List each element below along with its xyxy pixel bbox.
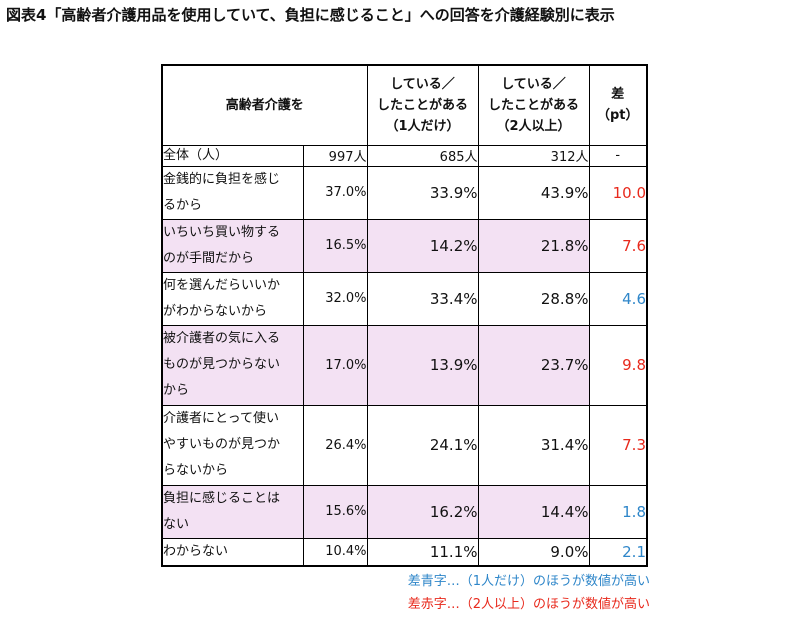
- row-diff: 4.6: [588, 271, 648, 326]
- header-one-person-line1: している／: [390, 76, 455, 92]
- row-all: 10.4%: [302, 537, 368, 566]
- row-all: 17.0%: [302, 324, 368, 406]
- header-label: 高齢者介護を: [161, 64, 368, 146]
- row-label: 負担に感じることは ない: [161, 484, 304, 539]
- total-row: 全体（人） 997人 685人 312人 -: [161, 144, 648, 167]
- row-one-person: 24.1%: [366, 404, 479, 486]
- row-diff: 2.1: [588, 537, 648, 566]
- row-all: 26.4%: [302, 404, 368, 486]
- total-one-person: 685人: [366, 144, 479, 167]
- header-two-plus-line2: したことがある: [487, 97, 579, 113]
- row-label: 何を選んだらいいか がわからないから: [161, 271, 304, 326]
- row-two-plus: 43.9%: [477, 165, 590, 220]
- table-row: 何を選んだらいいか がわからないから 32.0% 33.4% 28.8% 4.6: [161, 271, 648, 326]
- header-one-person-line2: したことがある: [376, 97, 468, 113]
- row-one-person: 14.2%: [366, 218, 479, 273]
- header-row: 高齢者介護を している／ したことがある （1人だけ） している／ したことがあ…: [161, 64, 648, 146]
- row-label: 金銭的に負担を感じ るから: [161, 165, 304, 220]
- header-one-person-line3: （1人だけ）: [385, 118, 460, 134]
- row-label-line: ものが見つからない: [163, 357, 281, 372]
- row-diff: 9.8: [588, 324, 648, 406]
- table-row: 負担に感じることは ない 15.6% 16.2% 14.4% 1.8: [161, 484, 648, 539]
- row-one-person: 33.9%: [366, 165, 479, 220]
- row-label-line: 負担に感じることは: [163, 490, 281, 506]
- table-row: 被介護者の気に入る ものが見つからない から 17.0% 13.9% 23.7% 9…: [161, 324, 648, 406]
- table-row: 介護者にとって使い やすいものが見つか らないから 26.4% 24.1% 31.4…: [161, 404, 648, 486]
- header-one-person: している／ したことがある （1人だけ）: [366, 64, 479, 146]
- row-label: いちいち買い物する のが手間だから: [161, 218, 304, 273]
- header-diff: 差 （pt）: [588, 64, 648, 146]
- row-one-person: 16.2%: [366, 484, 479, 539]
- row-diff: 7.3: [588, 404, 648, 486]
- row-one-person: 33.4%: [366, 271, 479, 326]
- legend-note-red: 差赤字…（2人以上）のほうが数値が高い: [407, 597, 650, 612]
- row-label-line: わからない: [163, 543, 229, 559]
- row-label-line: がわからないから: [163, 303, 268, 319]
- total-diff: -: [588, 144, 648, 167]
- row-label-line: のが手間だから: [163, 250, 255, 266]
- row-two-plus: 31.4%: [477, 404, 590, 486]
- header-two-plus: している／ したことがある （2人以上）: [477, 64, 590, 146]
- row-label-line: 介護者にとって使い: [163, 411, 279, 426]
- row-label-line: 被介護者の気に入る: [163, 331, 281, 346]
- row-two-plus: 23.7%: [477, 324, 590, 406]
- header-diff-line2: （pt）: [596, 108, 639, 124]
- total-two-plus: 312人: [477, 144, 590, 167]
- header-two-plus-line1: している／: [501, 76, 566, 92]
- header-two-plus-line3: （2人以上）: [496, 118, 571, 134]
- row-label-line: らないから: [163, 463, 229, 478]
- row-label-line: ない: [163, 516, 190, 532]
- row-label-line: 金銭的に負担を感じ: [163, 171, 281, 187]
- header-diff-line1: 差: [611, 87, 625, 103]
- row-one-person: 13.9%: [366, 324, 479, 406]
- row-all: 37.0%: [302, 165, 368, 220]
- total-label: 全体（人）: [161, 144, 304, 167]
- row-diff: 10.0: [588, 165, 648, 220]
- row-label-line: やすいものが見つか: [163, 437, 281, 452]
- row-two-plus: 9.0%: [477, 537, 590, 566]
- row-label: 被介護者の気に入る ものが見つからない から: [161, 324, 304, 406]
- row-label: わからない: [161, 537, 304, 566]
- row-label: 介護者にとって使い やすいものが見つか らないから: [161, 404, 304, 486]
- total-all: 997人: [302, 144, 368, 167]
- row-one-person: 11.1%: [366, 537, 479, 566]
- row-all: 16.5%: [302, 218, 368, 273]
- table-row: わからない 10.4% 11.1% 9.0% 2.1: [161, 537, 648, 566]
- row-label-line: 何を選んだらいいか: [163, 277, 281, 293]
- row-label-line: から: [163, 383, 190, 398]
- row-all: 15.6%: [302, 484, 368, 539]
- row-two-plus: 28.8%: [477, 271, 590, 326]
- figure-title: 図表4「高齢者介護用品を使用していて、負担に感じること」への回答を介護経験別に表…: [6, 6, 615, 24]
- row-diff: 1.8: [588, 484, 648, 539]
- row-diff: 7.6: [588, 218, 648, 273]
- table-row: 金銭的に負担を感じ るから 37.0% 33.9% 43.9% 10.0: [161, 165, 648, 220]
- row-two-plus: 14.4%: [477, 484, 590, 539]
- row-all: 32.0%: [302, 271, 368, 326]
- legend-note-blue: 差青字…（1人だけ）のほうが数値が高い: [407, 574, 650, 589]
- row-label-line: いちいち買い物する: [163, 224, 281, 240]
- results-table: 高齢者介護を している／ したことがある （1人だけ） している／ したことがあ…: [161, 64, 648, 567]
- row-two-plus: 21.8%: [477, 218, 590, 273]
- table-row: いちいち買い物する のが手間だから 16.5% 14.2% 21.8% 7.6: [161, 218, 648, 273]
- row-label-line: るから: [163, 197, 203, 213]
